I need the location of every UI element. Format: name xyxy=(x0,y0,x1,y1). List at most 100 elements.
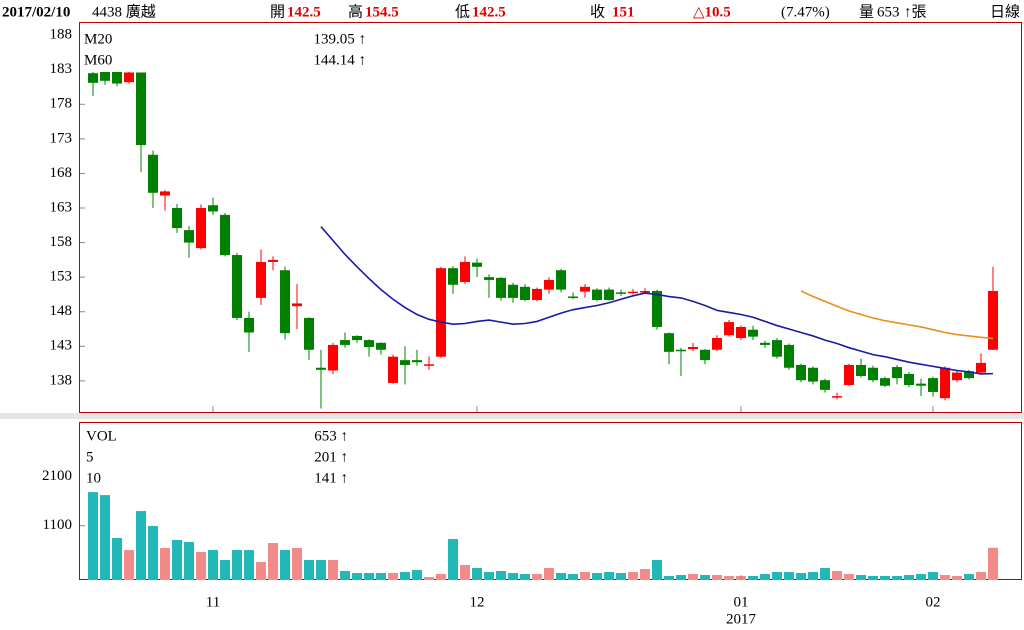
volume-bar xyxy=(88,492,98,580)
candle-body xyxy=(244,317,254,333)
volume-bar xyxy=(520,574,530,580)
candle-body xyxy=(412,360,422,363)
candle-body xyxy=(400,360,410,365)
volume-bar xyxy=(496,571,506,580)
candle-body xyxy=(736,326,746,339)
volume-bar xyxy=(676,575,686,580)
candle-body xyxy=(760,342,770,345)
legend-name: VOL xyxy=(86,428,117,444)
close-label: 收 xyxy=(590,3,605,20)
volume-bar xyxy=(820,568,830,580)
volume-bar xyxy=(388,572,398,580)
candle-body xyxy=(832,396,842,398)
y-tick-label: 178 xyxy=(50,96,73,112)
candle-body xyxy=(952,372,962,381)
candle-body xyxy=(172,208,182,229)
candle-body xyxy=(148,154,158,193)
candle-body xyxy=(820,380,830,390)
candle-body xyxy=(316,367,326,370)
volume-unit: ↑張 xyxy=(904,4,927,20)
y-tick-label: 138 xyxy=(50,372,73,388)
candle-body xyxy=(340,340,350,345)
y-tick-label: 153 xyxy=(50,269,73,285)
candle-body xyxy=(928,378,938,392)
volume-bar xyxy=(664,576,674,580)
candle-body xyxy=(184,230,194,243)
volume-bar xyxy=(160,548,170,580)
volume-bar xyxy=(700,575,710,580)
y-tick-label: 163 xyxy=(50,199,73,215)
candle-body xyxy=(700,349,710,361)
volume-bar xyxy=(136,511,146,580)
candle-body xyxy=(388,356,398,383)
candle-body xyxy=(256,261,266,298)
candle-body xyxy=(604,289,614,300)
low: 142.5 xyxy=(472,4,506,20)
candle-body xyxy=(424,364,434,366)
candle-body xyxy=(484,277,494,280)
legend-value: 201 ↑ xyxy=(314,449,348,465)
volume-bar xyxy=(220,560,230,580)
candle-body xyxy=(616,292,626,294)
volume-bar xyxy=(508,572,518,580)
candle-body xyxy=(892,367,902,379)
volume-bar xyxy=(184,542,194,580)
legend-name: M20 xyxy=(84,31,112,47)
volume-bar xyxy=(580,572,590,580)
header: 2017/02/10 4438 廣越 開 142.5 高 154.5 低 142… xyxy=(2,3,1020,20)
candle-body xyxy=(220,214,230,256)
volume-bar xyxy=(376,572,386,580)
y-tick-label: 143 xyxy=(50,338,73,354)
volume-bar xyxy=(112,538,122,580)
candle-body xyxy=(376,342,386,350)
candle-body xyxy=(100,71,110,81)
y-tick-label: 188 xyxy=(50,27,73,43)
candle-body xyxy=(268,259,278,262)
y-tick-label: 183 xyxy=(50,61,73,77)
candle-body xyxy=(448,268,458,285)
legend-value: 144.14 ↑ xyxy=(314,52,367,68)
candle-body xyxy=(976,362,986,373)
volume-bar xyxy=(988,547,998,580)
candle-body xyxy=(868,367,878,381)
high-label: 高 xyxy=(348,3,363,20)
separator xyxy=(0,413,1024,419)
period: 日線 xyxy=(990,3,1020,20)
candle-body xyxy=(460,261,470,282)
change: △10.5 xyxy=(693,4,731,20)
legend-name: M60 xyxy=(84,52,112,68)
date: 2017/02/10 xyxy=(2,4,70,20)
volume-bar xyxy=(304,560,314,580)
open: 142.5 xyxy=(287,4,321,20)
candle-body xyxy=(304,317,314,350)
volume-bar xyxy=(424,577,434,580)
volume-bar xyxy=(592,572,602,580)
candle-body xyxy=(652,290,662,327)
candle-body xyxy=(664,333,674,352)
x-tick-label: 02 xyxy=(926,594,941,610)
candle-body xyxy=(472,262,482,267)
candle-body xyxy=(496,277,506,298)
volume-bar xyxy=(868,576,878,580)
volume-bar xyxy=(100,495,110,580)
candle-body xyxy=(580,286,590,292)
volume-bar xyxy=(124,550,134,580)
candle-body xyxy=(712,338,722,350)
candle-body xyxy=(508,284,518,298)
candle-body xyxy=(568,296,578,299)
candle-body xyxy=(532,288,542,300)
volume-bar xyxy=(940,575,950,580)
candle-body xyxy=(232,255,242,318)
low-label: 低 xyxy=(455,3,470,20)
volume-bar xyxy=(628,572,638,580)
volume-bar xyxy=(892,576,902,580)
volume-bar xyxy=(880,576,890,580)
volume-bar xyxy=(808,572,818,580)
candle-body xyxy=(160,191,170,196)
candle-body xyxy=(328,344,338,371)
candle-body xyxy=(556,270,566,290)
candle-body xyxy=(880,378,890,386)
candle-body xyxy=(352,335,362,341)
volume-bar xyxy=(280,550,290,580)
